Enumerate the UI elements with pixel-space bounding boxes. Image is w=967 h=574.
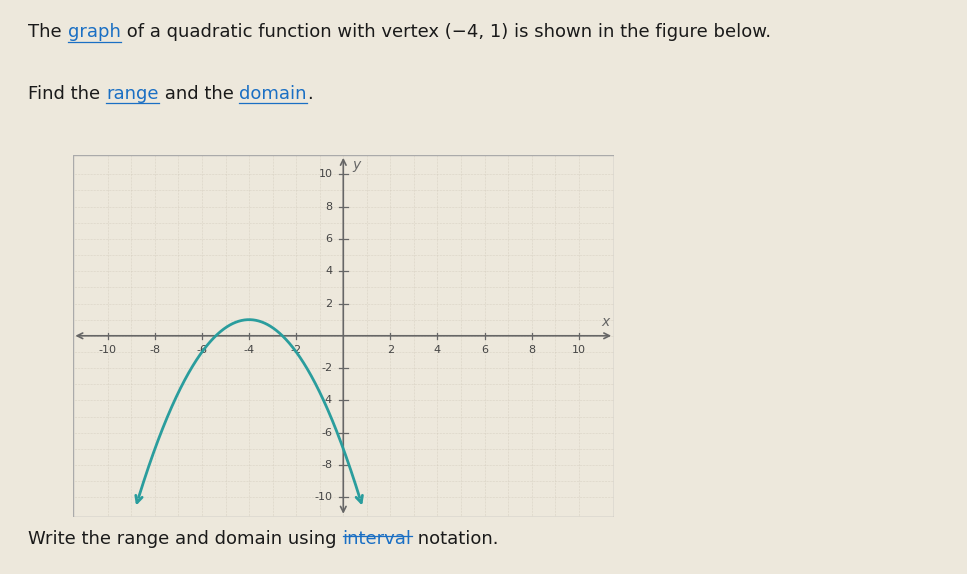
Text: and the: and the — [159, 85, 240, 103]
Text: 8: 8 — [528, 344, 535, 355]
Text: y: y — [353, 158, 361, 172]
Text: 10: 10 — [319, 169, 333, 179]
Text: 6: 6 — [326, 234, 333, 244]
Text: graph: graph — [68, 23, 121, 41]
Text: -4: -4 — [244, 344, 254, 355]
Text: 4: 4 — [326, 266, 333, 276]
Text: 2: 2 — [326, 298, 333, 308]
Text: -10: -10 — [99, 344, 117, 355]
Text: of a quadratic function with vertex (−4, 1) is shown in the figure below.: of a quadratic function with vertex (−4,… — [121, 23, 771, 41]
Text: 4: 4 — [434, 344, 441, 355]
Text: -6: -6 — [322, 428, 333, 437]
Text: .: . — [307, 85, 312, 103]
Text: -6: -6 — [196, 344, 208, 355]
Text: domain: domain — [240, 85, 307, 103]
Text: 2: 2 — [387, 344, 394, 355]
Text: -4: -4 — [322, 395, 333, 405]
Text: -8: -8 — [322, 460, 333, 470]
Text: 6: 6 — [481, 344, 488, 355]
Text: -2: -2 — [322, 363, 333, 373]
Text: notation.: notation. — [412, 529, 498, 548]
Text: interval: interval — [342, 529, 412, 548]
Text: x: x — [601, 315, 609, 328]
Text: -2: -2 — [291, 344, 302, 355]
Text: 8: 8 — [326, 201, 333, 212]
Text: Write the range and domain using: Write the range and domain using — [28, 529, 342, 548]
Text: Find the: Find the — [28, 85, 106, 103]
Text: range: range — [106, 85, 159, 103]
Text: -10: -10 — [314, 492, 333, 502]
Text: 10: 10 — [571, 344, 586, 355]
Text: The: The — [28, 23, 68, 41]
Text: -8: -8 — [149, 344, 161, 355]
